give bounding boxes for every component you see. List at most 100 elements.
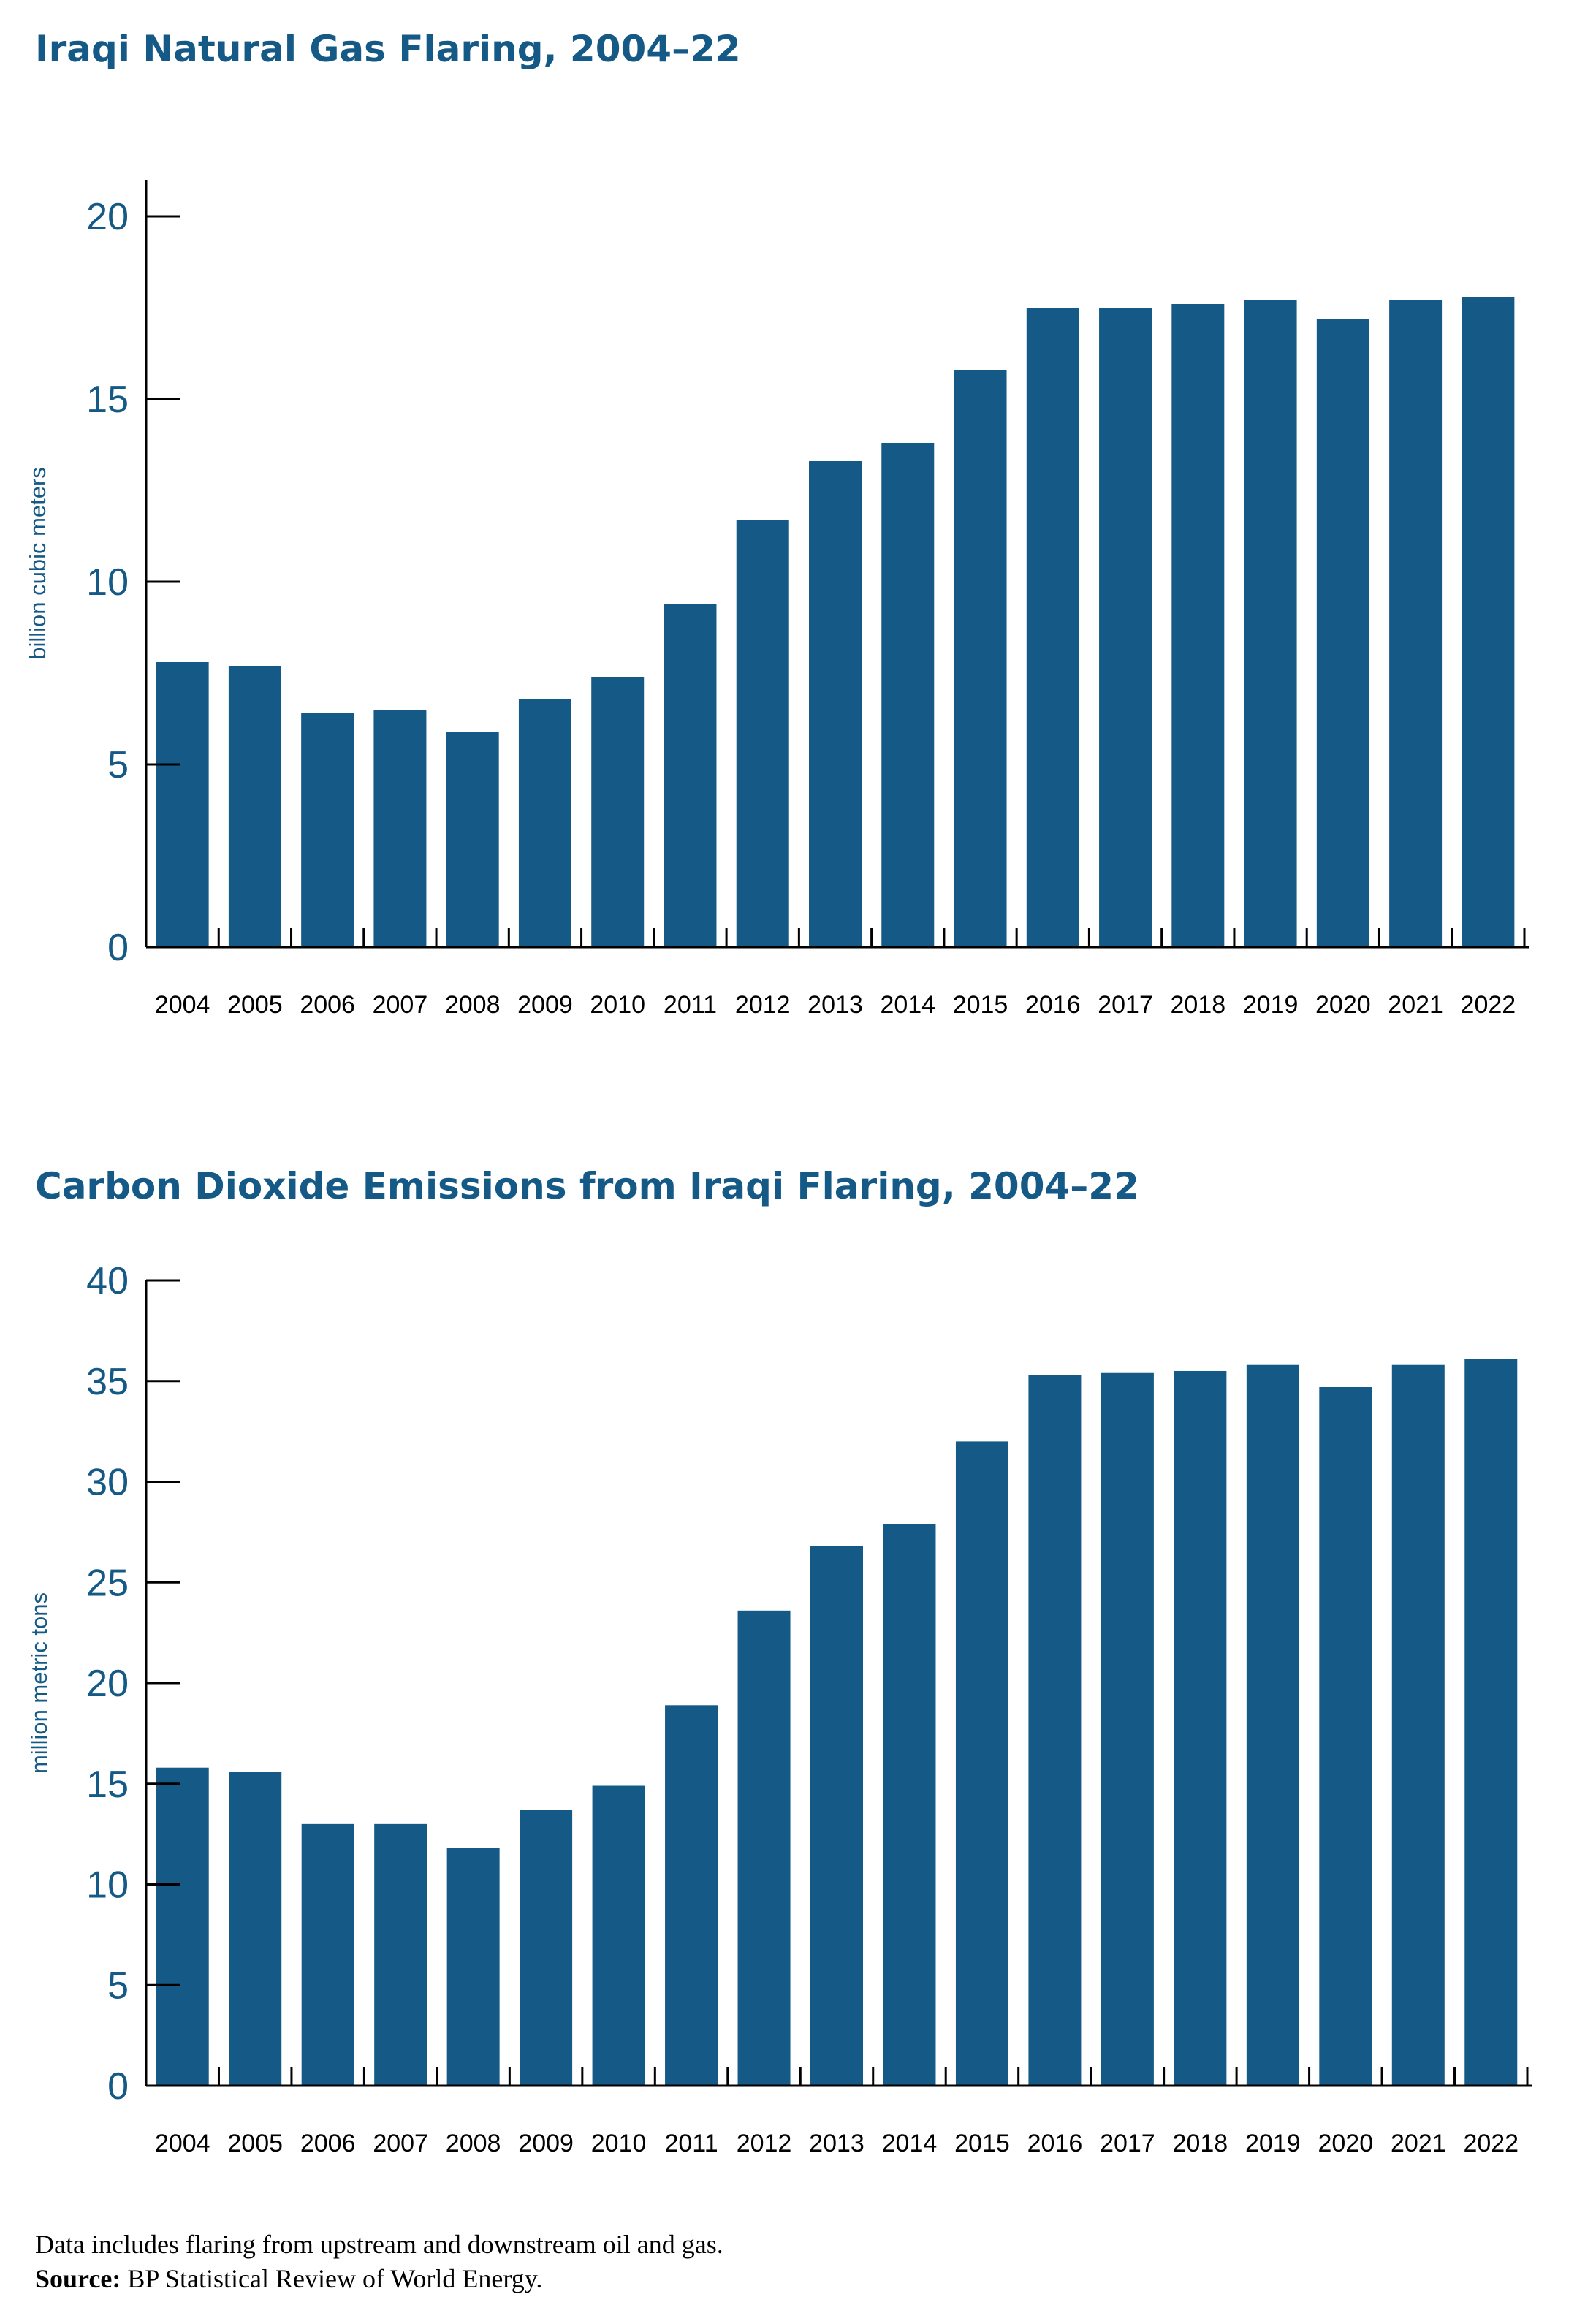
y-tick-label-20: 20 <box>86 1663 129 1705</box>
x-tick-label-2014: 2014 <box>880 991 935 1019</box>
chart-title-co2-emissions: Carbon Dioxide Emissions from Iraqi Flar… <box>35 1165 1139 1207</box>
x-tick-label-2004: 2004 <box>155 991 210 1019</box>
bar-2016 <box>1026 308 1079 947</box>
x-tick-label-2013: 2013 <box>809 2130 864 2157</box>
x-tick-label-2017: 2017 <box>1100 2130 1155 2157</box>
footnote: Data includes flaring from upstream and … <box>35 2228 723 2296</box>
y-tick-label-10: 10 <box>86 561 129 604</box>
bar-2012 <box>736 520 789 947</box>
bar-2022 <box>1464 1359 1518 2086</box>
footnote-text: Data includes flaring from upstream and … <box>35 2230 723 2259</box>
x-tick-label-2019: 2019 <box>1243 991 1299 1019</box>
x-tick-label-2021: 2021 <box>1391 2130 1446 2157</box>
x-tick-label-2006: 2006 <box>300 991 355 1019</box>
bar-2018 <box>1171 304 1225 947</box>
x-tick-label-2007: 2007 <box>373 2130 428 2157</box>
x-tick-label-2013: 2013 <box>808 991 863 1019</box>
x-tick-label-2012: 2012 <box>735 991 791 1019</box>
x-tick-label-2009: 2009 <box>517 991 573 1019</box>
x-tick-label-2018: 2018 <box>1173 2130 1228 2157</box>
bar-2008 <box>446 1848 500 2086</box>
y-tick-label-35: 35 <box>86 1361 129 1403</box>
bar-2009 <box>520 1810 573 2086</box>
bar-2016 <box>1028 1375 1082 2086</box>
bar-2010 <box>592 1785 645 2086</box>
bar-2009 <box>518 699 571 947</box>
x-tick-label-2006: 2006 <box>300 2130 356 2157</box>
x-tick-label-2010: 2010 <box>591 2130 647 2157</box>
bar-2017 <box>1101 1372 1154 2086</box>
bar-2004 <box>156 662 209 947</box>
y-axis-title: billion cubic meters <box>25 467 50 660</box>
x-tick-label-2016: 2016 <box>1025 991 1081 1019</box>
bar-2015 <box>955 1441 1008 2086</box>
y-axis-title: million metric tons <box>26 1592 52 1774</box>
bar-2007 <box>374 1823 428 2086</box>
x-tick-label-2020: 2020 <box>1318 2130 1373 2157</box>
x-tick-label-2018: 2018 <box>1170 991 1226 1019</box>
x-tick-label-2022: 2022 <box>1461 991 1516 1019</box>
bar-2013 <box>809 461 862 947</box>
bar-2010 <box>591 677 645 947</box>
bar-2020 <box>1319 1387 1372 2086</box>
y-tick-label-5: 5 <box>107 1964 129 2007</box>
gas-flaring-chart: 0 5 10 15 20 2004 2005 2006 2007 2008 2009 2010 2011… <box>25 180 1529 1019</box>
bar-2015 <box>954 370 1007 947</box>
bar-2021 <box>1391 1364 1445 2086</box>
bar-2014 <box>881 443 935 947</box>
y-tick-label-30: 30 <box>86 1462 129 1504</box>
bar-2019 <box>1244 300 1297 947</box>
x-tick-label-2008: 2008 <box>446 2130 501 2157</box>
y-tick-label-5: 5 <box>107 744 129 786</box>
x-tick-label-2008: 2008 <box>445 991 501 1019</box>
x-tick-label-2009: 2009 <box>518 2130 574 2157</box>
co2-emissions-chart: 0 5 10 15 20 25 30 35 40 2004 2005 2006 2007 2008 2009… <box>26 1260 1532 2157</box>
y-tick-label-10: 10 <box>86 1864 129 1907</box>
bar-2020 <box>1316 319 1369 947</box>
x-tick-label-2005: 2005 <box>227 991 283 1019</box>
x-tick-label-2011: 2011 <box>664 991 717 1019</box>
x-tick-label-2010: 2010 <box>590 991 645 1019</box>
x-tick-label-2021: 2021 <box>1388 991 1443 1019</box>
x-tick-label-2015: 2015 <box>954 2130 1010 2157</box>
x-tick-label-2015: 2015 <box>953 991 1008 1019</box>
x-tick-label-2007: 2007 <box>373 991 428 1019</box>
source-text: BP Statistical Review of World Energy. <box>121 2264 543 2293</box>
x-tick-label-2019: 2019 <box>1245 2130 1301 2157</box>
x-tick-label-2004: 2004 <box>155 2130 210 2157</box>
y-tick-label-0: 0 <box>107 2065 129 2108</box>
y-tick-label-15: 15 <box>86 379 129 421</box>
x-tick-label-2014: 2014 <box>882 2130 938 2157</box>
bar-2011 <box>664 604 717 947</box>
y-tick-label-20: 20 <box>86 196 129 238</box>
source-label: Source: <box>35 2264 121 2293</box>
bar-2018 <box>1174 1370 1227 2086</box>
bar-2012 <box>737 1610 791 2086</box>
bar-2005 <box>229 1772 282 2086</box>
y-tick-label-25: 25 <box>86 1562 129 1604</box>
y-tick-label-15: 15 <box>86 1763 129 1806</box>
x-tick-label-2017: 2017 <box>1098 991 1153 1019</box>
bar-2022 <box>1462 297 1515 947</box>
y-tick-label-40: 40 <box>86 1260 129 1302</box>
chart-title-gas-flaring: Iraqi Natural Gas Flaring, 2004–22 <box>35 28 741 70</box>
bar-2008 <box>446 732 499 947</box>
bar-2006 <box>301 713 354 947</box>
source-line: Source: BP Statistical Review of World E… <box>35 2262 723 2296</box>
bar-2004 <box>156 1767 209 2086</box>
bar-2006 <box>301 1823 354 2086</box>
bar-2005 <box>228 666 281 947</box>
bar-2017 <box>1099 308 1152 947</box>
bar-2019 <box>1246 1364 1299 2086</box>
x-tick-label-2020: 2020 <box>1315 991 1371 1019</box>
bar-2013 <box>810 1546 863 2086</box>
x-tick-label-2012: 2012 <box>737 2130 792 2157</box>
x-tick-label-2011: 2011 <box>664 2130 718 2157</box>
bar-2014 <box>883 1524 936 2086</box>
x-tick-label-2016: 2016 <box>1027 2130 1083 2157</box>
x-tick-label-2022: 2022 <box>1463 2130 1519 2157</box>
x-tick-label-2005: 2005 <box>227 2130 283 2157</box>
bar-2021 <box>1389 300 1443 947</box>
bar-2011 <box>665 1705 718 2086</box>
bar-2007 <box>373 710 427 947</box>
